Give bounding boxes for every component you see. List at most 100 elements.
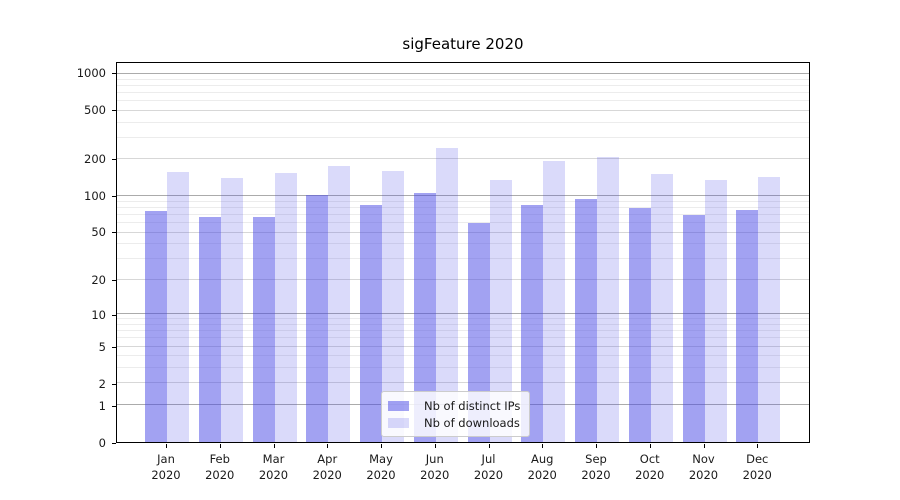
gridline-minor bbox=[117, 258, 809, 260]
x-tick-mark bbox=[381, 444, 382, 448]
bar-distinct-ips bbox=[360, 204, 382, 442]
gridline-minor bbox=[117, 323, 809, 325]
y-tick-mark bbox=[112, 110, 116, 112]
y-tick-mark bbox=[112, 232, 116, 234]
x-tick-label: Sep 2020 bbox=[566, 451, 626, 483]
x-tick-mark bbox=[327, 444, 329, 448]
bar-distinct-ips bbox=[252, 217, 275, 442]
legend: Nb of distinct IPs Nb of downloads bbox=[381, 391, 531, 437]
x-tick-year: 2020 bbox=[258, 468, 289, 482]
bar-downloads bbox=[328, 165, 351, 442]
bar-downloads bbox=[543, 161, 566, 442]
legend-label: Nb of downloads bbox=[424, 415, 520, 430]
gridline bbox=[117, 158, 809, 160]
gridline-minor bbox=[117, 136, 809, 138]
gridline bbox=[117, 382, 809, 384]
bar-distinct-ips bbox=[198, 217, 221, 442]
x-tick-label: Jun 2020 bbox=[405, 451, 465, 483]
bar-downloads bbox=[650, 174, 673, 442]
x-tick-month: Jun bbox=[425, 452, 444, 466]
gridline-minor bbox=[117, 121, 809, 123]
bar-distinct-ips bbox=[628, 207, 651, 442]
y-tick-mark bbox=[112, 384, 116, 386]
y-tick-label: 500 bbox=[84, 103, 106, 118]
bar-downloads bbox=[597, 157, 619, 442]
x-tick-year: 2020 bbox=[688, 468, 719, 482]
x-tick-year: 2020 bbox=[366, 468, 396, 482]
legend-item: Nb of downloads bbox=[388, 414, 520, 431]
bar-downloads bbox=[167, 172, 189, 442]
x-tick-year: 2020 bbox=[581, 468, 611, 482]
bar-distinct-ips bbox=[736, 209, 759, 442]
y-tick-label: 2 bbox=[98, 377, 106, 392]
y-tick-mark bbox=[112, 195, 116, 197]
gridline-minor bbox=[117, 243, 809, 245]
gridline-minor bbox=[117, 84, 809, 86]
y-tick-label: 10 bbox=[91, 307, 106, 322]
x-tick-year: 2020 bbox=[312, 468, 342, 482]
y-tick-mark bbox=[112, 443, 116, 444]
y-tick-mark bbox=[112, 405, 116, 407]
gridline-minor bbox=[117, 78, 809, 80]
y-tick-label: 1 bbox=[98, 398, 106, 413]
y-tick-label: 0 bbox=[98, 436, 106, 450]
x-tick-year: 2020 bbox=[420, 468, 450, 482]
x-tick-month: Apr bbox=[317, 452, 338, 466]
gridline-minor bbox=[117, 200, 809, 202]
y-tick-mark bbox=[112, 347, 116, 349]
y-tick-label: 50 bbox=[91, 225, 106, 240]
gridline bbox=[117, 195, 809, 197]
x-tick-month: Nov bbox=[692, 452, 715, 466]
gridline-minor bbox=[117, 330, 809, 332]
y-tick-label: 200 bbox=[84, 151, 106, 166]
x-tick-mark bbox=[596, 444, 597, 448]
plot-area: Nb of distinct IPs Nb of downloads bbox=[116, 62, 810, 443]
x-tick-year: 2020 bbox=[527, 468, 557, 482]
x-tick-year: 2020 bbox=[205, 468, 235, 482]
gridline-minor bbox=[117, 355, 809, 357]
gridline bbox=[117, 313, 809, 315]
bar-distinct-ips bbox=[467, 223, 490, 442]
x-tick-label: Mar 2020 bbox=[244, 451, 304, 483]
y-tick-label: 100 bbox=[84, 188, 106, 203]
x-tick-label: Oct 2020 bbox=[620, 451, 680, 483]
x-tick-label: Apr 2020 bbox=[297, 451, 357, 483]
gridline-minor bbox=[117, 100, 809, 102]
bar-distinct-ips bbox=[682, 214, 705, 442]
x-tick-mark bbox=[757, 444, 759, 448]
x-tick-month: Feb bbox=[209, 452, 230, 466]
gridline bbox=[117, 72, 809, 74]
gridline-minor bbox=[117, 91, 809, 93]
bar-downloads bbox=[435, 148, 458, 442]
gridline-minor bbox=[117, 206, 809, 208]
bar-downloads bbox=[220, 177, 243, 442]
x-tick-mark bbox=[488, 444, 490, 448]
x-tick-month: May bbox=[369, 452, 393, 466]
y-tick-label: 1000 bbox=[76, 65, 106, 80]
x-tick-label: Jul 2020 bbox=[459, 451, 519, 483]
gridline-minor bbox=[117, 337, 809, 339]
legend-swatch bbox=[388, 400, 409, 411]
bar-downloads bbox=[274, 172, 297, 442]
bar-downloads bbox=[704, 180, 727, 442]
x-tick-month: Jul bbox=[481, 452, 496, 466]
legend-swatch bbox=[388, 417, 409, 428]
x-tick-year: 2020 bbox=[742, 468, 772, 482]
x-tick-year: 2020 bbox=[151, 468, 181, 482]
bar-downloads bbox=[382, 171, 404, 442]
y-tick-mark bbox=[112, 158, 116, 160]
gridline-minor bbox=[117, 222, 809, 223]
legend-label: Nb of distinct IPs bbox=[424, 398, 521, 413]
gridline bbox=[117, 278, 809, 280]
x-tick-month: Oct bbox=[639, 452, 660, 466]
x-tick-mark bbox=[273, 444, 275, 448]
bar-distinct-ips bbox=[575, 199, 597, 442]
gridline-minor bbox=[117, 213, 809, 215]
bar-downloads bbox=[758, 176, 781, 442]
y-tick-mark bbox=[112, 279, 116, 281]
x-tick-month: Jan bbox=[157, 452, 175, 466]
x-tick-mark bbox=[649, 444, 651, 448]
x-tick-mark bbox=[434, 444, 436, 448]
gridline-minor bbox=[117, 367, 809, 369]
